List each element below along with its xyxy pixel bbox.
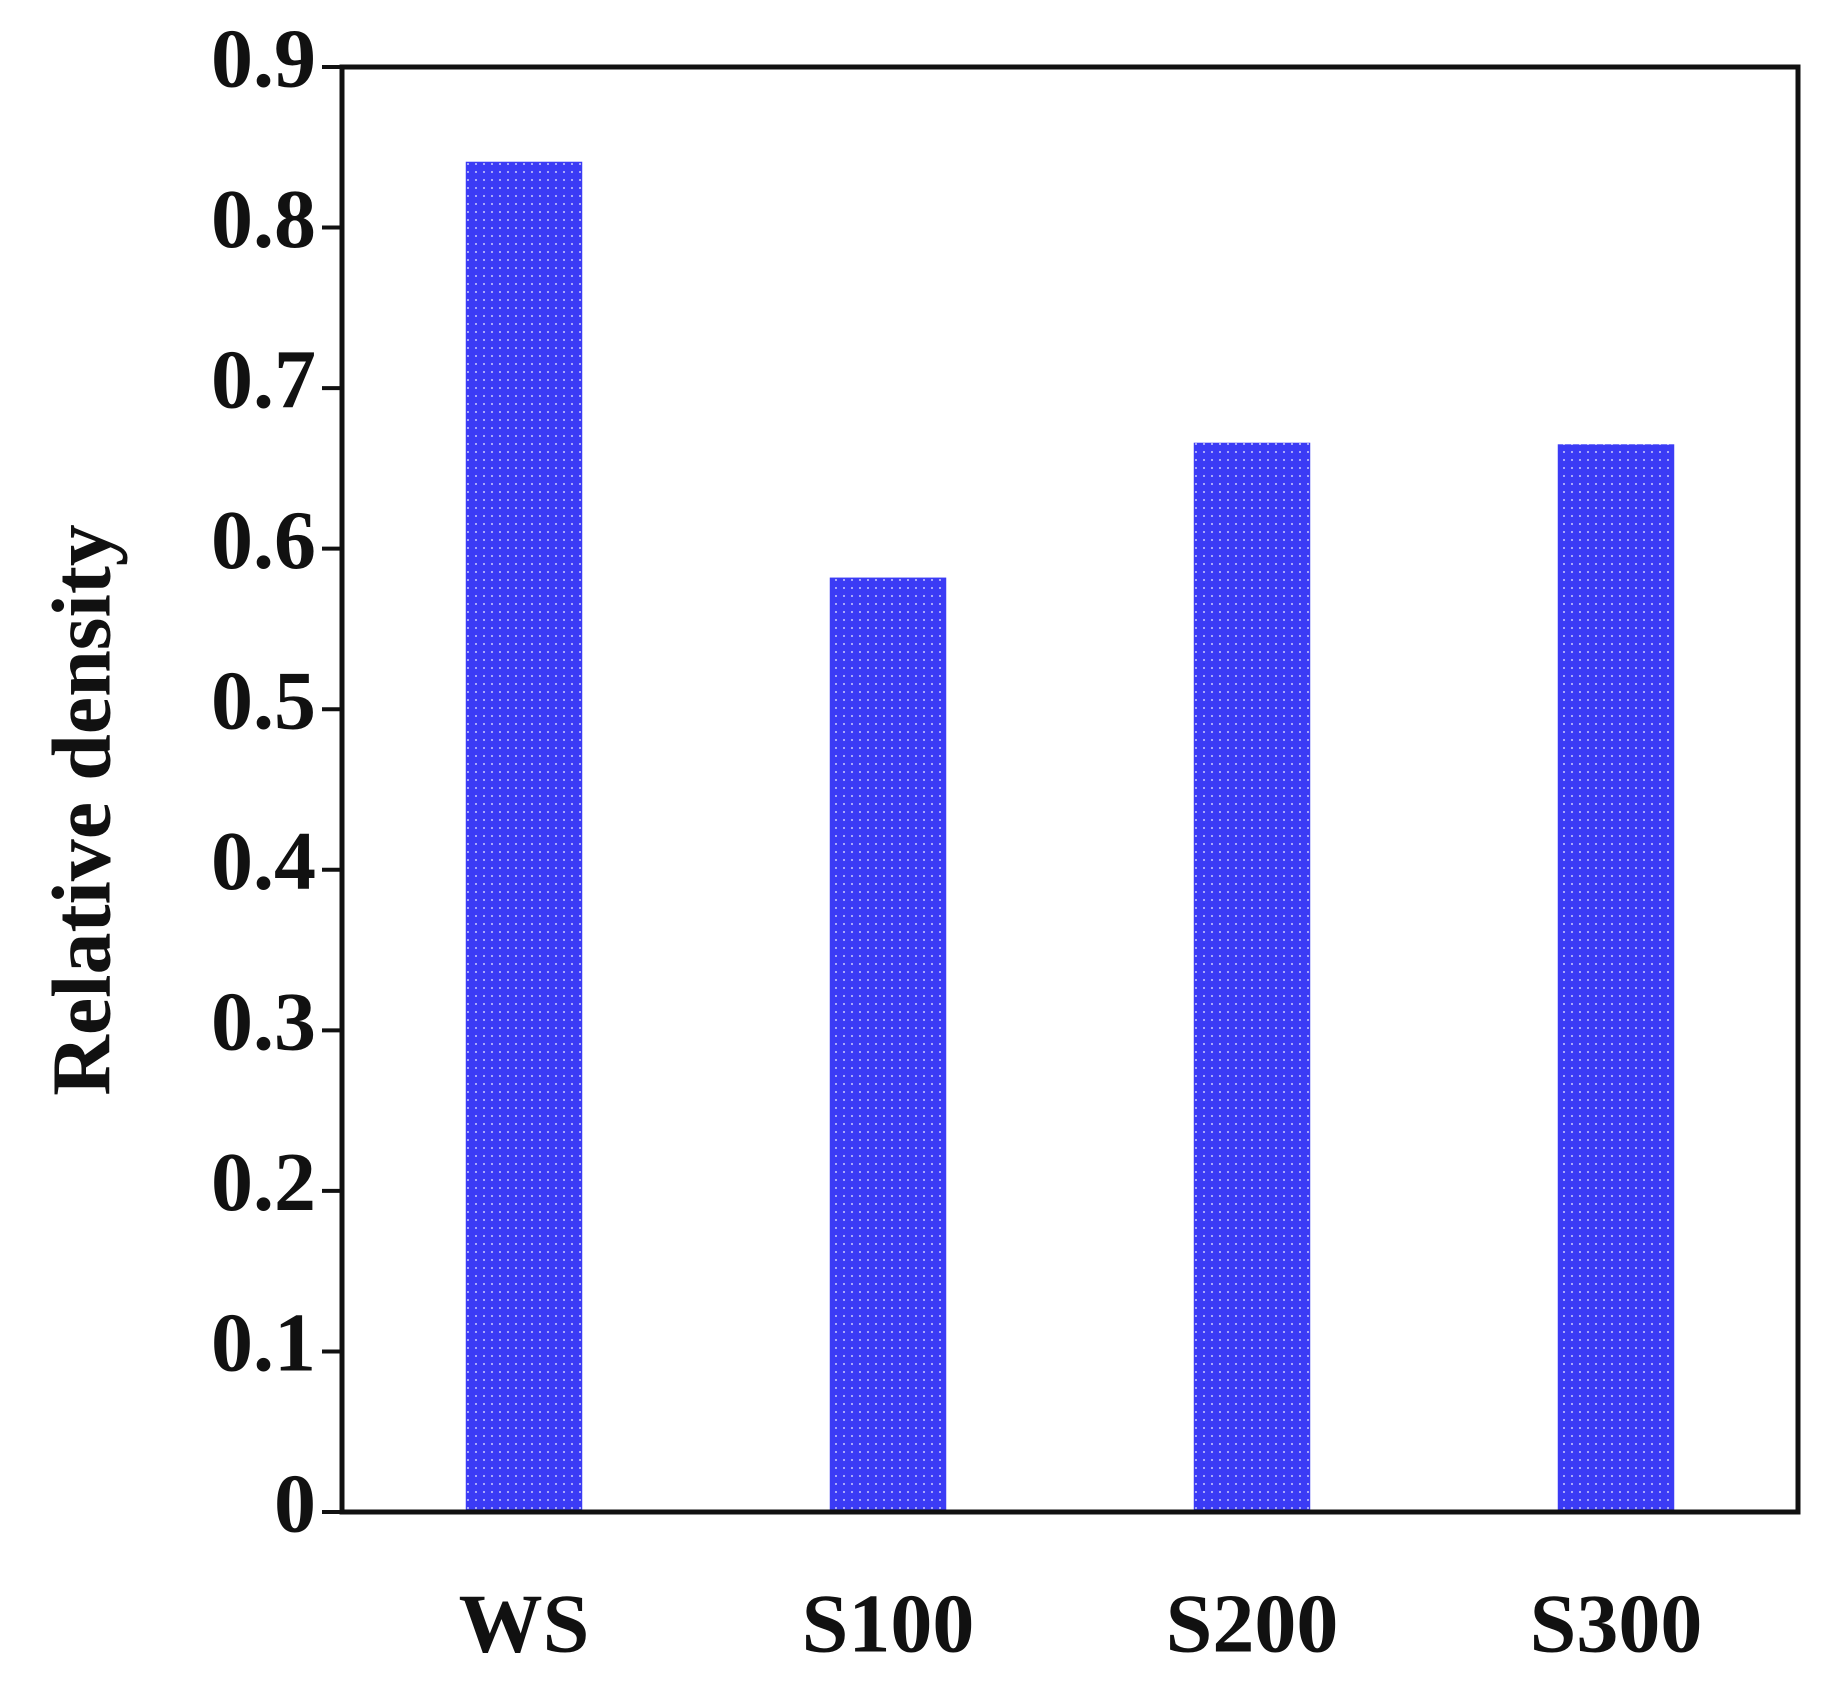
y-tick-label: 0: [274, 1457, 316, 1550]
x-tick-label: S200: [1166, 1577, 1339, 1670]
y-tick-label: 0.9: [211, 12, 316, 105]
bar: [1557, 444, 1675, 1512]
y-tick-label: 0.2: [211, 1136, 316, 1229]
plot-frame: [339, 64, 1801, 1515]
y-tick-label: 0.3: [211, 976, 316, 1069]
bar: [465, 161, 583, 1512]
y-axis-title: Relative density: [35, 524, 128, 1096]
y-tick-label: 0.4: [211, 815, 316, 908]
x-tick-label: S100: [802, 1577, 975, 1670]
y-tick-label: 0.5: [211, 655, 316, 748]
bar: [1193, 442, 1311, 1513]
bar: [829, 577, 947, 1512]
y-tick-label: 0.1: [211, 1297, 316, 1390]
y-tick-label: 0.7: [211, 333, 316, 426]
y-tick-label: 0.8: [211, 173, 316, 266]
x-tick-label: WS: [459, 1577, 590, 1670]
y-tick-label: 0.6: [211, 494, 316, 587]
x-tick-label: S300: [1530, 1577, 1703, 1670]
